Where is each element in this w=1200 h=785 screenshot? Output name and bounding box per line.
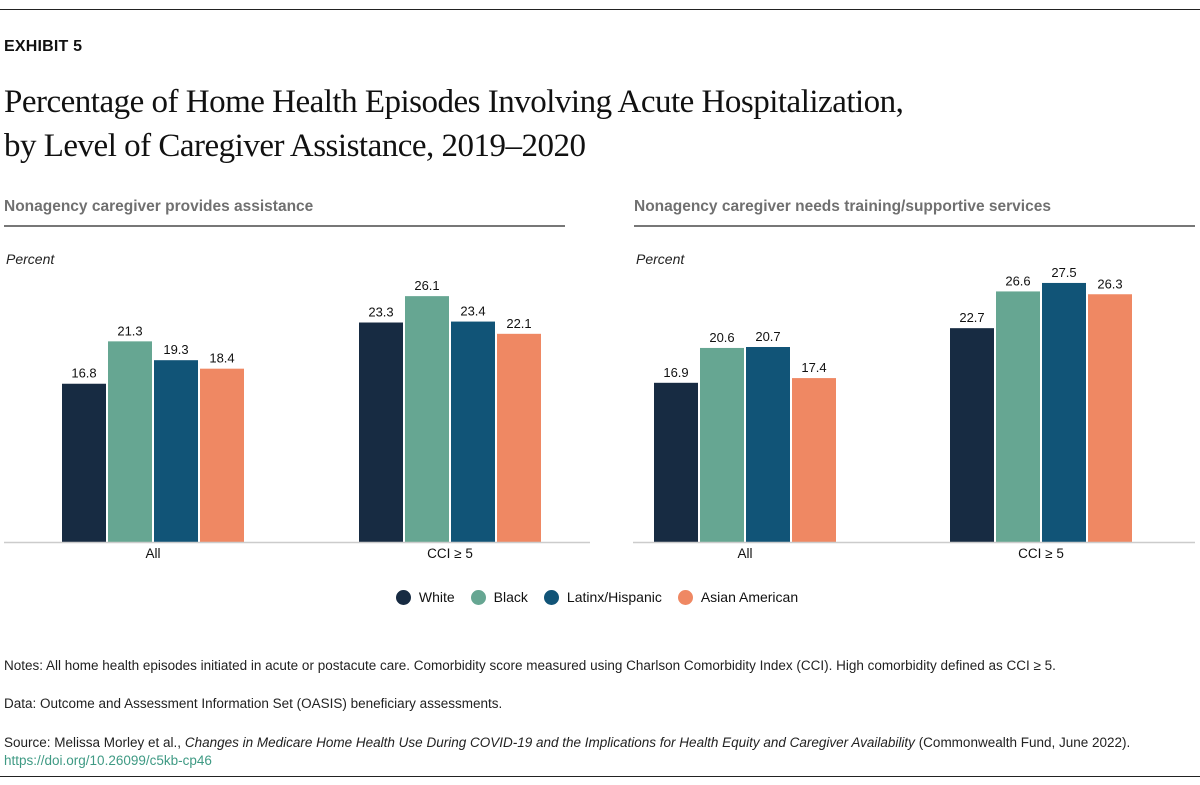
data-label: 18.4 bbox=[209, 351, 234, 366]
bar-asian-american bbox=[497, 333, 541, 542]
legend-swatch-black bbox=[470, 589, 486, 605]
bar-black bbox=[405, 296, 449, 542]
data-label: 23.3 bbox=[368, 305, 393, 320]
panel-title-left: Nonagency caregiver provides assistance bbox=[4, 198, 565, 227]
source: Source: Melissa Morley et al., Changes i… bbox=[4, 734, 1130, 770]
top-rule bbox=[0, 9, 1200, 10]
exhibit-label: EXHIBIT 5 bbox=[4, 38, 83, 55]
bar-charts: 16.8 21.3 19.3 18.4 All 23.3 26.1 23.4 22.1 CCI ≥… bbox=[4, 265, 1195, 561]
data-label: 26.1 bbox=[414, 278, 439, 293]
bar-white bbox=[359, 322, 403, 542]
legend-item-white: White bbox=[395, 589, 455, 605]
data-note: Data: Outcome and Assessment Information… bbox=[4, 696, 503, 711]
bar-latinx-hispanic bbox=[154, 360, 198, 542]
legend-swatch-white bbox=[395, 589, 411, 605]
y-axis-label-right: Percent bbox=[636, 251, 685, 267]
bar-white bbox=[654, 382, 698, 542]
x-tick-label: All bbox=[737, 546, 752, 561]
data-label: 27.5 bbox=[1051, 265, 1076, 280]
legend-item-latinx: Latinx/Hispanic bbox=[543, 589, 662, 605]
data-label: 26.3 bbox=[1097, 276, 1122, 291]
legend-swatch-asian bbox=[677, 589, 693, 605]
data-label: 16.8 bbox=[71, 366, 96, 381]
legend-item-asian: Asian American bbox=[677, 589, 799, 605]
bar-white bbox=[950, 328, 994, 542]
source-suffix: (Commonwealth Fund, June 2022). bbox=[914, 735, 1131, 750]
data-label: 23.4 bbox=[460, 304, 485, 319]
source-prefix: Source: Melissa Morley et al., bbox=[4, 735, 185, 750]
source-title: Changes in Medicare Home Health Use Duri… bbox=[184, 735, 915, 750]
data-label: 19.3 bbox=[163, 342, 188, 357]
y-axis-label-left: Percent bbox=[6, 251, 55, 267]
notes: Notes: All home health episodes initiate… bbox=[4, 658, 1056, 673]
source-link[interactable]: https://doi.org/10.26099/c5kb-cp46 bbox=[4, 753, 212, 768]
chart-title: Percentage of Home Health Episodes Invol… bbox=[4, 80, 904, 168]
data-label: 20.6 bbox=[709, 330, 734, 345]
legend-label: White bbox=[418, 589, 455, 605]
panel-title-right: Nonagency caregiver needs training/suppo… bbox=[634, 198, 1195, 227]
bar-latinx-hispanic bbox=[451, 321, 495, 542]
legend-label: Asian American bbox=[700, 589, 799, 605]
data-label: 22.1 bbox=[506, 316, 531, 331]
data-label: 21.3 bbox=[117, 323, 142, 338]
title-line-1: Percentage of Home Health Episodes Invol… bbox=[4, 84, 904, 120]
data-label: 17.4 bbox=[801, 360, 826, 375]
legend-item-black: Black bbox=[470, 589, 528, 605]
bar-asian-american bbox=[792, 378, 836, 542]
bar-black bbox=[700, 347, 744, 542]
bottom-rule bbox=[0, 776, 1200, 777]
bar-white bbox=[62, 383, 106, 542]
x-tick-label: CCI ≥ 5 bbox=[1018, 546, 1064, 561]
legend-label: Black bbox=[493, 589, 528, 605]
data-label: 22.7 bbox=[959, 310, 984, 325]
bar-black bbox=[108, 341, 152, 542]
x-tick-label: All bbox=[145, 546, 160, 561]
legend: White Black Latinx/Hispanic Asian Americ… bbox=[0, 589, 1200, 605]
data-label: 26.6 bbox=[1005, 273, 1030, 288]
bar-latinx-hispanic bbox=[1042, 282, 1086, 542]
bar-asian-american bbox=[1088, 294, 1132, 542]
bar-black bbox=[996, 291, 1040, 542]
legend-swatch-latinx bbox=[543, 589, 559, 605]
bar-asian-american bbox=[200, 368, 244, 542]
x-tick-label: CCI ≥ 5 bbox=[427, 546, 473, 561]
title-line-2: by Level of Caregiver Assistance, 2019–2… bbox=[4, 128, 586, 164]
bar-latinx-hispanic bbox=[746, 347, 790, 542]
data-label: 20.7 bbox=[755, 329, 780, 344]
data-label: 16.9 bbox=[663, 365, 688, 380]
legend-label: Latinx/Hispanic bbox=[566, 589, 662, 605]
